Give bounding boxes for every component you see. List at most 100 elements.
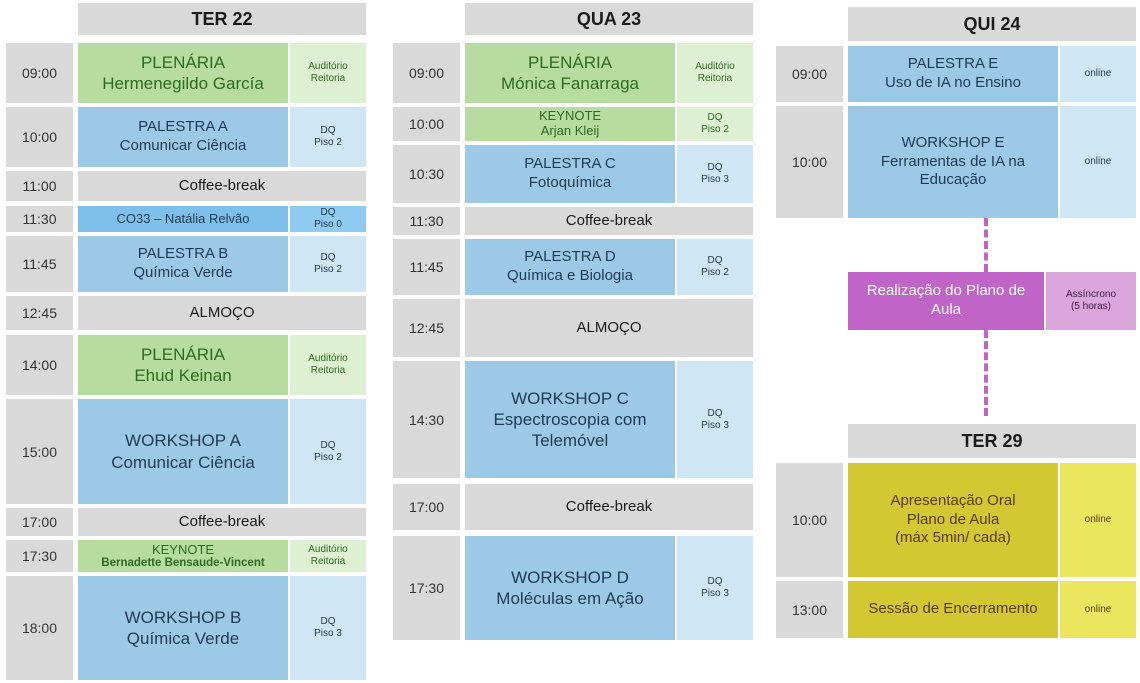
- event-coffee-break: Coffee-break: [465, 484, 753, 530]
- time-slot: 09:00: [776, 46, 843, 102]
- time-slot: 10:00: [776, 463, 843, 577]
- time-slot: 17:30: [6, 540, 73, 572]
- event-almoco: ALMOÇO: [78, 296, 366, 330]
- time-slot: 11:30: [393, 207, 460, 235]
- time-slot: 10:00: [6, 107, 73, 167]
- event-location: Auditório Reitoria: [290, 43, 366, 103]
- event-title: Apresentação Oral: [890, 491, 1016, 509]
- event-subtitle: Química Verde: [133, 264, 233, 281]
- time-slot: 11:45: [6, 236, 73, 292]
- time-slot: 14:30: [393, 361, 460, 478]
- day-header-qui24: QUI 24: [848, 7, 1136, 41]
- event-title: PALESTRA B: [137, 245, 229, 263]
- event-palestra-c[interactable]: PALESTRA C Fotoquímica: [465, 145, 675, 203]
- event-location: Auditório Reitoria: [677, 43, 753, 103]
- event-subtitle: Comunicar Ciência: [111, 452, 255, 472]
- time-slot: 12:45: [393, 299, 460, 357]
- event-async-plano-aula[interactable]: Realização do Plano de Aula: [848, 272, 1044, 330]
- event-apresentacao-oral[interactable]: Apresentação Oral Plano de Aula (máx 5mi…: [848, 463, 1058, 577]
- event-title: PALESTRA E: [907, 55, 999, 73]
- event-location: DQ Piso 2: [677, 239, 753, 295]
- event-location: online: [1060, 581, 1136, 638]
- event-plenaria-keinan[interactable]: PLENÁRIA Ehud Keinan: [78, 335, 288, 395]
- time-slot: 14:00: [6, 335, 73, 395]
- event-subtitle: Química Verde: [126, 629, 240, 648]
- event-workshop-e[interactable]: WORKSHOP E Ferramentas de IA na Educação: [848, 106, 1058, 218]
- event-subtitle-line2: (máx 5min/ cada): [895, 529, 1011, 547]
- event-palestra-a[interactable]: PALESTRA A Comunicar Ciência: [78, 107, 288, 167]
- time-slot: 10:30: [393, 145, 460, 203]
- time-slot: 12:45: [6, 296, 73, 330]
- event-subtitle: Mónica Fanarraga: [501, 74, 639, 93]
- event-title: WORKSHOP E: [901, 133, 1005, 151]
- time-slot: 13:00: [776, 581, 843, 638]
- event-palestra-b[interactable]: PALESTRA B Química Verde: [78, 236, 288, 292]
- event-subtitle: Espectroscopia com: [493, 409, 647, 429]
- event-subtitle: Arjan Kleij: [540, 123, 600, 138]
- time-slot: 17:00: [6, 508, 73, 536]
- event-subtitle: Hermenegildo García: [102, 74, 264, 93]
- event-workshop-c[interactable]: WORKSHOP C Espectroscopia com Telemóvel: [465, 361, 675, 478]
- event-subtitle: Uso de IA no Ensino: [885, 74, 1021, 91]
- day-header-ter29: TER 29: [848, 424, 1136, 458]
- event-plenaria-fanarraga[interactable]: PLENÁRIA Mónica Fanarraga: [465, 43, 675, 103]
- event-keynote-bensaude[interactable]: KEYNOTE Bernadette Bensaude-Vincent: [78, 540, 288, 572]
- event-title: PALESTRA C: [524, 155, 616, 173]
- event-subtitle: Comunicar Ciência: [119, 137, 247, 154]
- event-workshop-d[interactable]: WORKSHOP D Moléculas em Ação: [465, 536, 675, 640]
- event-title: PALESTRA D: [524, 248, 616, 266]
- event-subtitle-line2: Educação: [919, 171, 987, 189]
- event-subtitle: Plano de Aula: [906, 510, 1000, 528]
- event-sessao-encerramento[interactable]: Sessão de Encerramento: [848, 581, 1058, 638]
- event-subtitle: Ferramentas de IA na: [880, 152, 1026, 170]
- event-title: KEYNOTE: [538, 108, 602, 124]
- event-subtitle: Química e Biologia: [507, 267, 633, 284]
- time-slot: 17:30: [393, 536, 460, 640]
- event-location: DQ Piso 3: [677, 361, 753, 478]
- event-location: DQ Piso 3: [677, 536, 753, 640]
- event-title: KEYNOTE: [151, 541, 215, 557]
- day-header-qua23: QUA 23: [465, 3, 753, 35]
- time-slot: 10:00: [776, 106, 843, 218]
- event-palestra-e[interactable]: PALESTRA E Uso de IA no Ensino: [848, 46, 1058, 102]
- dashed-connector: [984, 218, 988, 272]
- day-header-ter22: TER 22: [78, 3, 366, 35]
- event-location: DQ Piso 2: [677, 107, 753, 141]
- event-keynote-kleij[interactable]: KEYNOTE Arjan Kleij: [465, 107, 675, 141]
- event-workshop-a[interactable]: WORKSHOP A Comunicar Ciência: [78, 399, 288, 504]
- event-subtitle: Moléculas em Ação: [496, 589, 644, 608]
- event-plenaria-garcia[interactable]: PLENÁRIA Hermenegildo García: [78, 43, 288, 103]
- event-title: PLENÁRIA: [140, 344, 226, 364]
- event-workshop-b[interactable]: WORKSHOP B Química Verde: [78, 576, 288, 680]
- event-coffee-break: Coffee-break: [465, 207, 753, 235]
- event-location: DQ Piso 0: [290, 206, 366, 232]
- time-slot: 17:00: [393, 484, 460, 530]
- event-subtitle: Fotoquímica: [528, 174, 612, 191]
- event-location: DQ Piso 3: [677, 145, 753, 203]
- event-almoco: ALMOÇO: [465, 299, 753, 357]
- event-location: DQ Piso 3: [290, 576, 366, 680]
- event-location: online: [1060, 463, 1136, 577]
- event-title: PLENÁRIA: [140, 52, 226, 72]
- time-slot: 11:45: [393, 239, 460, 295]
- time-slot: 18:00: [6, 576, 73, 680]
- event-location: online: [1060, 106, 1136, 218]
- time-slot: 09:00: [393, 43, 460, 103]
- event-location: DQ Piso 2: [290, 236, 366, 292]
- event-subtitle-line2: Telemóvel: [531, 431, 609, 451]
- event-location: online: [1060, 46, 1136, 102]
- time-slot: 09:00: [6, 43, 73, 103]
- event-coffee-break: Coffee-break: [78, 171, 366, 201]
- event-title: WORKSHOP B: [124, 607, 242, 627]
- event-subtitle: Bernadette Bensaude-Vincent: [101, 556, 265, 569]
- event-title: Realização do Plano de: [866, 282, 1026, 300]
- event-location: Auditório Reitoria: [290, 335, 366, 395]
- event-title: PALESTRA A: [138, 118, 228, 136]
- event-palestra-d[interactable]: PALESTRA D Química e Biologia: [465, 239, 675, 295]
- event-co33[interactable]: CO33 – Natália Relvão: [78, 206, 288, 232]
- time-slot: 11:00: [6, 171, 73, 201]
- event-title: WORKSHOP A: [125, 431, 241, 451]
- event-title: WORKSHOP D: [511, 567, 629, 587]
- event-location: Auditório Reitoria: [290, 540, 366, 572]
- event-title: WORKSHOP C: [511, 388, 629, 408]
